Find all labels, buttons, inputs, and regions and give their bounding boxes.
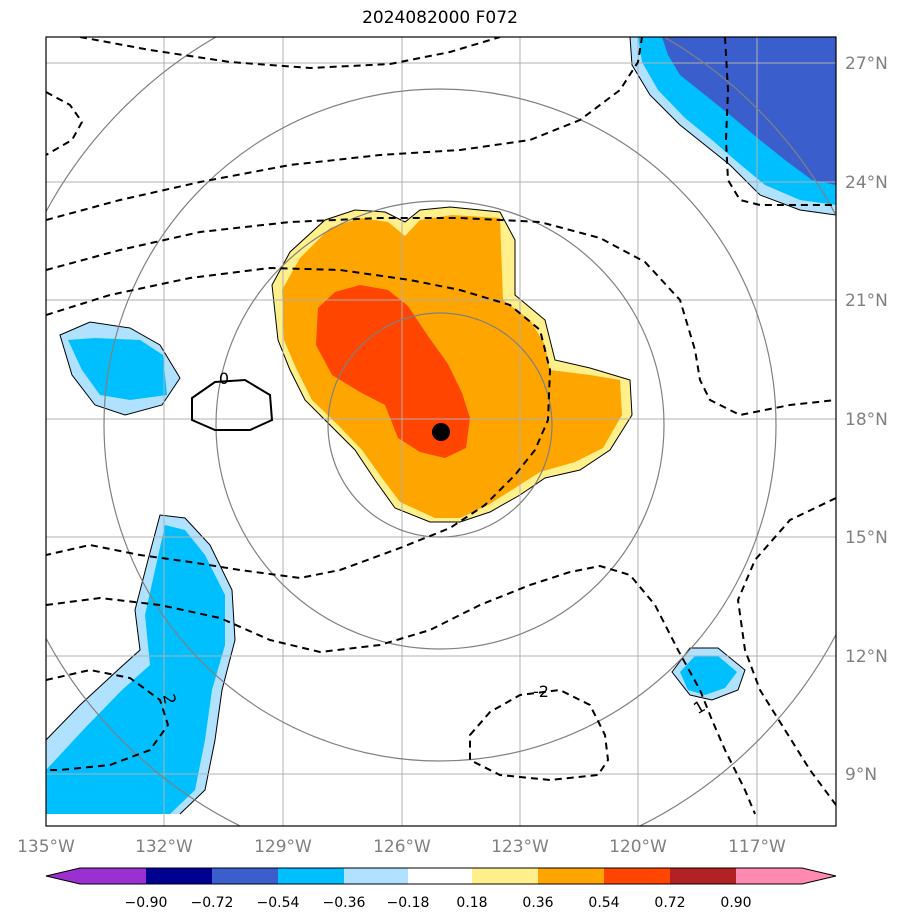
- map-title: 2024082000 F072: [362, 8, 518, 28]
- lon-label: 135°W: [17, 837, 75, 857]
- range-rings: [46, 37, 836, 826]
- lon-label: 117°W: [728, 837, 786, 857]
- colorbar-bin: [80, 868, 146, 884]
- lat-label: 24°N: [845, 173, 888, 193]
- colorbar-bin: [670, 868, 736, 884]
- colorbar-tick-label: 0.72: [654, 895, 685, 911]
- storm-center-marker: [432, 423, 450, 441]
- negative-anomaly-sw: [46, 515, 235, 814]
- lat-label: 15°N: [845, 528, 888, 548]
- zero-contour: [191, 378, 274, 431]
- colorbar-bin: [408, 868, 472, 884]
- lat-label: 27°N: [845, 54, 888, 74]
- lon-label: 120°W: [609, 837, 667, 857]
- contour-label-zero: 0: [219, 369, 229, 388]
- contour-label-two: 2: [159, 692, 179, 705]
- colorbar-tick-label: 0.36: [522, 895, 553, 911]
- lon-label: 129°W: [254, 837, 312, 857]
- colorbar-bin: [736, 868, 802, 884]
- colorbar-tick-label: −0.54: [257, 895, 300, 911]
- negative-anomaly-se: [672, 648, 745, 700]
- contour-label-minus-two: -2: [533, 682, 549, 701]
- colorbar-outline: [45, 867, 837, 885]
- colorbar-bin: [278, 868, 344, 884]
- lat-label: 21°N: [845, 291, 888, 311]
- colorbar-extend-max: [802, 868, 836, 884]
- lat-label: 9°N: [845, 765, 877, 785]
- lat-label: 12°N: [845, 647, 888, 667]
- colorbar-tick-label: −0.72: [191, 895, 234, 911]
- colorbar-tick-label: 0.54: [588, 895, 619, 911]
- colorbar-extend-min: [46, 868, 80, 884]
- colorbar-bin: [538, 868, 604, 884]
- negative-anomaly-west: [60, 322, 180, 415]
- lon-label: 132°W: [135, 837, 193, 857]
- latitude-labels: 27°N 24°N 21°N 18°N 15°N 12°N 9°N: [845, 54, 888, 785]
- map-contents: 0 2 -2 1: [46, 37, 836, 826]
- dashed-contours: [46, 37, 836, 815]
- colorbar-bin: [146, 868, 212, 884]
- lat-label: 18°N: [845, 410, 888, 430]
- map-frame: [45, 36, 837, 827]
- colorbar-tick-label: −0.18: [387, 895, 430, 911]
- colorbar-bin: [472, 868, 538, 884]
- colorbar-tick-label: 0.18: [456, 895, 487, 911]
- lon-label: 126°W: [373, 837, 431, 857]
- colorbar-bin: [212, 868, 278, 884]
- lon-label: 123°W: [491, 837, 549, 857]
- colorbar-bin: [344, 868, 408, 884]
- colorbar-tick-label: 0.90: [720, 895, 751, 911]
- colorbar-tick-label: −0.90: [125, 895, 168, 911]
- longitude-labels: 135°W 132°W 129°W 126°W 123°W 120°W 117°…: [17, 837, 786, 857]
- colorbar-bin: [604, 868, 670, 884]
- colorbar: −0.90 −0.72 −0.54 −0.36 −0.18 0.18 0.36 …: [45, 867, 837, 911]
- positive-anomaly-center: [272, 207, 632, 522]
- colorbar-tick-label: −0.36: [323, 895, 366, 911]
